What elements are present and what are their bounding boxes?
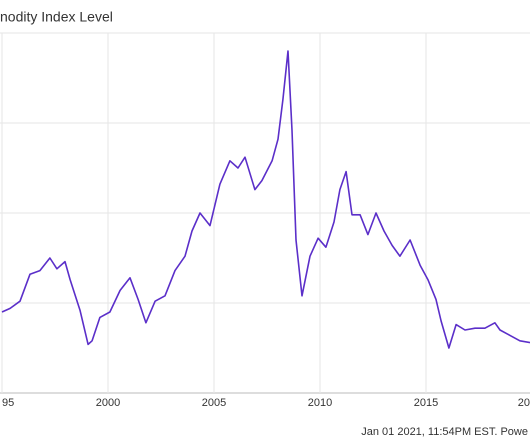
data-line	[1, 50, 530, 349]
x-tick-label: 2010	[308, 397, 332, 409]
x-tick-label: 95	[2, 397, 14, 409]
x-tick-label: 2000	[96, 397, 120, 409]
footer: Jan 01 2021, 11:54PM EST. Powe	[361, 426, 528, 438]
x-tick-label: 20	[518, 397, 530, 409]
x-tick-label: 2005	[202, 397, 226, 409]
x-tick-label: 2015	[414, 397, 438, 409]
chart-title: nodity Index Level	[0, 9, 113, 25]
